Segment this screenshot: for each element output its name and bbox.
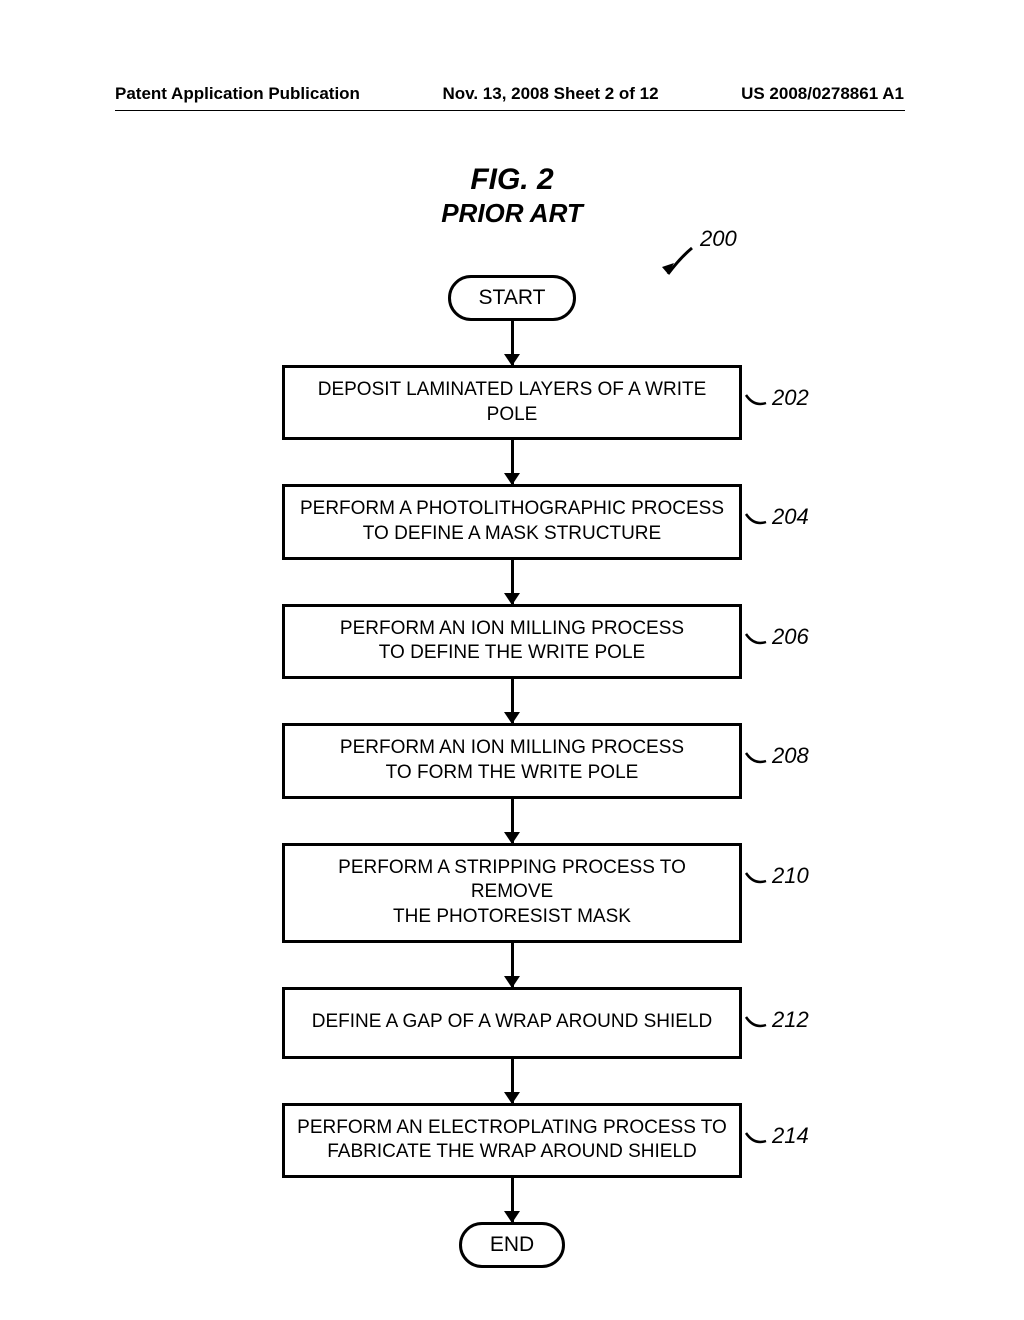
ref-tick-icon (744, 393, 770, 413)
ref-tick-icon (744, 632, 770, 652)
arrow-icon (511, 321, 514, 365)
step-row: PERFORM AN ION MILLING PROCESS TO FORM T… (282, 723, 742, 798)
step-text: PERFORM AN ION MILLING PROCESS (340, 736, 684, 761)
step-box: DEFINE A GAP OF A WRAP AROUND SHIELD (282, 987, 742, 1059)
figure-subtitle: PRIOR ART (0, 198, 1024, 229)
step-text: TO DEFINE THE WRITE POLE (379, 641, 645, 666)
step-row: PERFORM AN ION MILLING PROCESS TO DEFINE… (282, 604, 742, 679)
step-ref: 212 (772, 1007, 809, 1033)
step-text: DEFINE A GAP OF A WRAP AROUND SHIELD (312, 1010, 713, 1035)
step-box: DEPOSIT LAMINATED LAYERS OF A WRITE POLE (282, 365, 742, 440)
terminal-end: END (459, 1222, 565, 1268)
step-text: THE PHOTORESIST MASK (393, 905, 631, 930)
step-ref: 206 (772, 624, 809, 650)
header-center: Nov. 13, 2008 Sheet 2 of 12 (442, 84, 658, 104)
step-text: TO DEFINE A MASK STRUCTURE (363, 522, 661, 547)
figure-ref-label: 200 (700, 226, 737, 252)
step-row: PERFORM A STRIPPING PROCESS TO REMOVE TH… (282, 843, 742, 943)
step-row: DEFINE A GAP OF A WRAP AROUND SHIELD 212 (282, 987, 742, 1059)
step-box: PERFORM A PHOTOLITHOGRAPHIC PROCESS TO D… (282, 484, 742, 559)
page-header: Patent Application Publication Nov. 13, … (0, 84, 1024, 104)
arrow-icon (511, 1178, 514, 1222)
arrow-icon (511, 560, 514, 604)
step-ref: 214 (772, 1123, 809, 1149)
step-text: DEPOSIT LAMINATED LAYERS OF A WRITE POLE (297, 378, 727, 427)
arrow-icon (511, 440, 514, 484)
step-ref: 202 (772, 385, 809, 411)
arrow-icon (511, 679, 514, 723)
ref-tick-icon (744, 871, 770, 891)
arrow-icon (511, 799, 514, 843)
ref-tick-icon (744, 512, 770, 532)
step-box: PERFORM AN ION MILLING PROCESS TO DEFINE… (282, 604, 742, 679)
step-row: PERFORM AN ELECTROPLATING PROCESS TO FAB… (282, 1103, 742, 1178)
step-text: PERFORM AN ION MILLING PROCESS (340, 617, 684, 642)
step-ref: 204 (772, 504, 809, 530)
step-box: PERFORM A STRIPPING PROCESS TO REMOVE TH… (282, 843, 742, 943)
ref-tick-icon (744, 1015, 770, 1035)
step-text: PERFORM A PHOTOLITHOGRAPHIC PROCESS (300, 497, 724, 522)
header-right: US 2008/0278861 A1 (741, 84, 904, 104)
ref-tick-icon (744, 751, 770, 771)
header-rule (115, 110, 905, 111)
step-text: PERFORM A STRIPPING PROCESS TO REMOVE (297, 856, 727, 905)
step-row: DEPOSIT LAMINATED LAYERS OF A WRITE POLE… (282, 365, 742, 440)
step-box: PERFORM AN ELECTROPLATING PROCESS TO FAB… (282, 1103, 742, 1178)
arrow-icon (511, 1059, 514, 1103)
terminal-start: START (448, 275, 577, 321)
step-ref: 210 (772, 863, 809, 889)
step-text: FABRICATE THE WRAP AROUND SHIELD (327, 1140, 697, 1165)
arrow-icon (511, 943, 514, 987)
step-text: TO FORM THE WRITE POLE (386, 761, 639, 786)
step-text: PERFORM AN ELECTROPLATING PROCESS TO (297, 1116, 727, 1141)
header-left: Patent Application Publication (115, 84, 360, 104)
flowchart: START DEPOSIT LAMINATED LAYERS OF A WRIT… (0, 275, 1024, 1268)
step-row: PERFORM A PHOTOLITHOGRAPHIC PROCESS TO D… (282, 484, 742, 559)
figure-number: FIG. 2 (0, 163, 1024, 197)
step-box: PERFORM AN ION MILLING PROCESS TO FORM T… (282, 723, 742, 798)
step-ref: 208 (772, 743, 809, 769)
ref-tick-icon (744, 1131, 770, 1151)
